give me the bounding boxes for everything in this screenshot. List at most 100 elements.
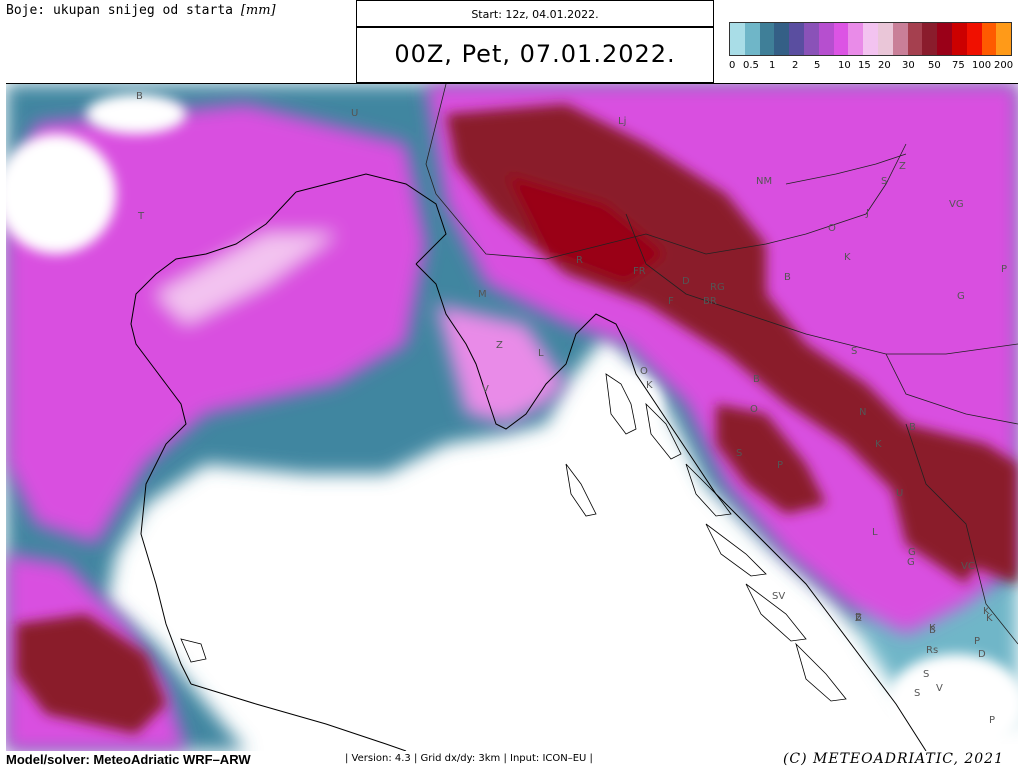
country-borders bbox=[425, 84, 1018, 645]
valid-time-label: 00Z, Pet, 07.01.2022. bbox=[394, 40, 676, 68]
place-label: P bbox=[1001, 264, 1007, 275]
place-label: V bbox=[936, 683, 943, 694]
colorbar-swatch bbox=[833, 23, 849, 55]
place-label: B bbox=[855, 612, 862, 623]
colorbar-swatch bbox=[981, 23, 997, 55]
place-label: L bbox=[538, 348, 544, 359]
place-label: O bbox=[640, 366, 648, 377]
colorbar-ticks: 0 0.5 1 2 5 10 15 20 30 50 75 100 200 bbox=[726, 60, 1021, 74]
place-label: N bbox=[859, 407, 866, 418]
valid-time-box: 00Z, Pet, 07.01.2022. bbox=[356, 27, 714, 83]
place-label: K bbox=[929, 623, 936, 634]
place-label: P bbox=[974, 636, 980, 647]
place-label: B bbox=[753, 374, 760, 385]
model-label: Model/solver: MeteoAdriatic WRF–ARW bbox=[6, 752, 251, 767]
place-label: G bbox=[908, 547, 916, 558]
place-label: K bbox=[986, 613, 993, 624]
place-label: B bbox=[136, 91, 143, 102]
place-label: Z bbox=[496, 340, 503, 351]
colorbar-swatch bbox=[789, 23, 804, 55]
place-label: D bbox=[978, 649, 986, 660]
colorbar-swatch bbox=[966, 23, 982, 55]
place-label: SV bbox=[772, 591, 785, 602]
snow-free-patches bbox=[6, 94, 1018, 751]
colorbar-swatch bbox=[892, 23, 908, 55]
place-label: U bbox=[896, 488, 903, 499]
colorbar-tick-label: 100 bbox=[972, 60, 992, 71]
place-label: B bbox=[929, 625, 936, 636]
colorbar-swatch bbox=[996, 23, 1012, 55]
place-label: K bbox=[875, 439, 882, 450]
meta-label: | Version: 4.3 | Grid dx/dy: 3km | Input… bbox=[345, 753, 593, 764]
colorbar-tick-label: 75 bbox=[952, 60, 965, 71]
place-label: S bbox=[851, 346, 857, 357]
colorbar-swatch bbox=[937, 23, 952, 55]
colorbar-tick-label: 20 bbox=[878, 60, 891, 71]
colorbar-tick-label: 200 bbox=[994, 60, 1014, 71]
islands bbox=[180, 373, 847, 702]
place-label: S bbox=[736, 448, 742, 459]
colorbar-swatch bbox=[863, 23, 878, 55]
colorbar-tick-label: 10 bbox=[838, 60, 851, 71]
colorbar-tick-label: 0 bbox=[729, 60, 736, 71]
place-label: BR bbox=[703, 296, 717, 307]
place-label: S bbox=[923, 669, 929, 680]
place-label: M bbox=[478, 289, 487, 300]
footer: Model/solver: MeteoAdriatic WRF–ARW | Ve… bbox=[0, 750, 1024, 768]
colorbar-tick-label: 1 bbox=[769, 60, 776, 71]
place-label: B bbox=[909, 422, 916, 433]
place-label: P bbox=[777, 460, 783, 471]
snow-map: B U T Lj NM S Z VG O J K P B R FR D RG BR F M Z L V O K B O S N K S B G P… bbox=[6, 83, 1018, 751]
place-label: J bbox=[865, 208, 869, 219]
colorbar-swatch bbox=[877, 23, 893, 55]
place-label: Rs bbox=[926, 645, 938, 656]
colorbar-swatch bbox=[803, 23, 819, 55]
colorbar-swatch bbox=[744, 23, 760, 55]
place-label: P bbox=[989, 715, 995, 726]
legend-title-text: Boje: ukupan snijeg od starta bbox=[6, 3, 233, 18]
colorbar-swatch bbox=[774, 23, 790, 55]
copyright-label: (C) METEOADRIATIC, 2021 bbox=[782, 751, 1004, 767]
place-label: VC bbox=[961, 561, 975, 572]
start-time-label: Start: 12z, 04.01.2022. bbox=[471, 8, 599, 21]
colorbar-swatch bbox=[922, 23, 938, 55]
legend-unit: [mm] bbox=[240, 3, 276, 18]
place-label: L bbox=[872, 527, 878, 538]
place-label: RG bbox=[710, 282, 725, 293]
place-label: V bbox=[482, 384, 489, 395]
colorbar-tick-label: 15 bbox=[858, 60, 871, 71]
place-label: G bbox=[957, 291, 965, 302]
coastlines bbox=[130, 173, 927, 751]
place-label: K bbox=[983, 606, 990, 617]
place-label: Lj bbox=[618, 116, 626, 127]
colorbar-swatch bbox=[730, 23, 745, 55]
place-label: Z bbox=[899, 161, 906, 172]
place-label: O bbox=[828, 223, 836, 234]
colorbar-swatch bbox=[848, 23, 864, 55]
colorbar-tick-label: 50 bbox=[928, 60, 941, 71]
place-label: NM bbox=[756, 176, 772, 187]
colorbar-tick-label: 30 bbox=[902, 60, 915, 71]
place-label: Z bbox=[855, 613, 862, 624]
colorbar-swatch bbox=[759, 23, 775, 55]
place-label: S bbox=[881, 176, 887, 187]
place-label: U bbox=[351, 108, 358, 119]
colorbar bbox=[729, 22, 1012, 56]
place-label: K bbox=[646, 380, 653, 391]
place-label: F bbox=[668, 296, 674, 307]
start-time-box: Start: 12z, 04.01.2022. bbox=[356, 0, 714, 27]
colorbar-tick-label: 5 bbox=[814, 60, 821, 71]
colorbar-tick-label: 0.5 bbox=[743, 60, 759, 71]
snow-field-high bbox=[16, 104, 1018, 734]
place-label: S bbox=[914, 688, 920, 699]
place-label: O bbox=[750, 404, 758, 415]
place-label: FR bbox=[633, 266, 646, 277]
place-label: VG bbox=[949, 199, 964, 210]
colorbar-swatch bbox=[818, 23, 834, 55]
place-label: R bbox=[576, 255, 583, 266]
place-label: B bbox=[784, 272, 791, 283]
place-label: T bbox=[137, 211, 145, 222]
colorbar-swatch bbox=[907, 23, 923, 55]
